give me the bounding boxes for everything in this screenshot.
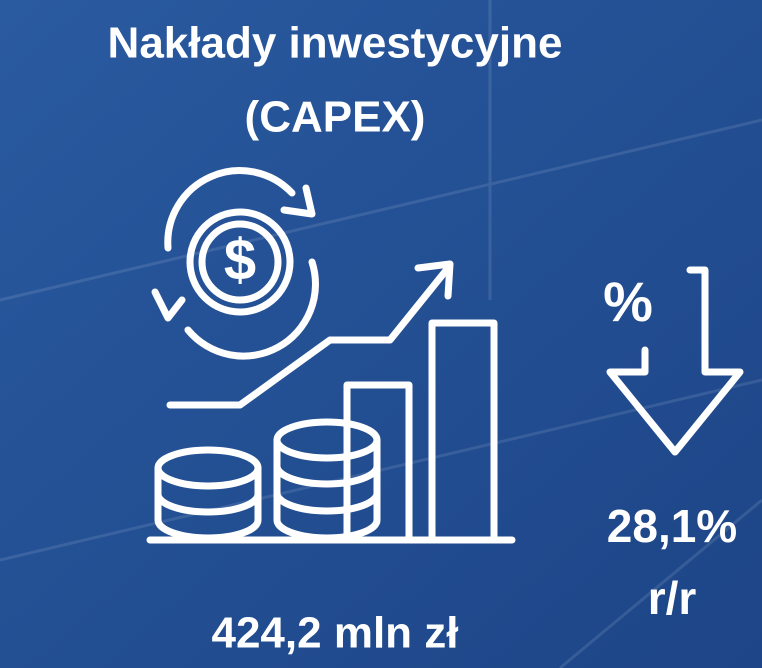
percent-symbol: % <box>603 270 653 333</box>
capex-value: 424,2 mln zł <box>211 609 458 658</box>
subtitle: (CAPEX) <box>245 93 426 142</box>
decrease-icon: % <box>603 266 744 456</box>
change-period: r/r <box>648 572 697 624</box>
capex-icon: $ <box>146 167 516 544</box>
title: Nakłady inwestycyjne <box>108 19 563 68</box>
change-value: 28,1% <box>607 500 737 552</box>
dollar-symbol: $ <box>224 227 256 292</box>
